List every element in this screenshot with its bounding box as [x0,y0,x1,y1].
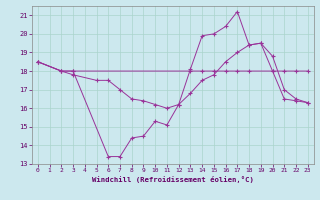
X-axis label: Windchill (Refroidissement éolien,°C): Windchill (Refroidissement éolien,°C) [92,176,254,183]
